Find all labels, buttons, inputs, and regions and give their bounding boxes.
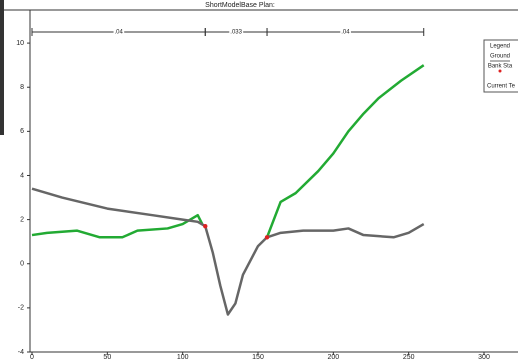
- y-tick-label: 8: [20, 84, 24, 91]
- n-label: .04: [341, 30, 350, 36]
- bank-station: [203, 224, 208, 229]
- y-tick-label: 10: [16, 40, 24, 47]
- window-edge: [0, 0, 4, 135]
- n-label: .033: [230, 30, 242, 36]
- legend-box: [483, 39, 518, 93]
- y-tick-label: 2: [20, 216, 24, 223]
- x-tick-label: 150: [252, 354, 264, 361]
- n-label: .04: [114, 30, 123, 36]
- x-tick-label: 300: [478, 354, 490, 361]
- bank-station: [264, 235, 270, 240]
- x-tick-label: 100: [177, 354, 189, 361]
- series-line: [265, 64, 425, 238]
- legend-entry: Ground: [490, 54, 510, 60]
- x-tick-label: 200: [327, 354, 339, 361]
- series-line: [31, 187, 425, 316]
- legend: Legend Current Te: [483, 39, 518, 93]
- legend-entry: Bank Sta: [488, 64, 513, 70]
- legend-symbol: [498, 69, 502, 73]
- x-tick-label: 50: [103, 354, 111, 361]
- legend-entry: Current Te: [487, 84, 516, 90]
- legend-title: Legend: [490, 44, 510, 50]
- y-tick-label: 4: [20, 172, 24, 179]
- y-tick-label: 6: [20, 128, 24, 135]
- x-tick-label: 250: [403, 354, 415, 361]
- x-tick-label: 0: [30, 354, 34, 361]
- y-tick-label: -2: [18, 305, 24, 312]
- y-tick-label: -4: [18, 349, 24, 356]
- chart-title: ShortModelBase Plan:: [205, 2, 275, 9]
- y-tick-label: 0: [20, 261, 24, 268]
